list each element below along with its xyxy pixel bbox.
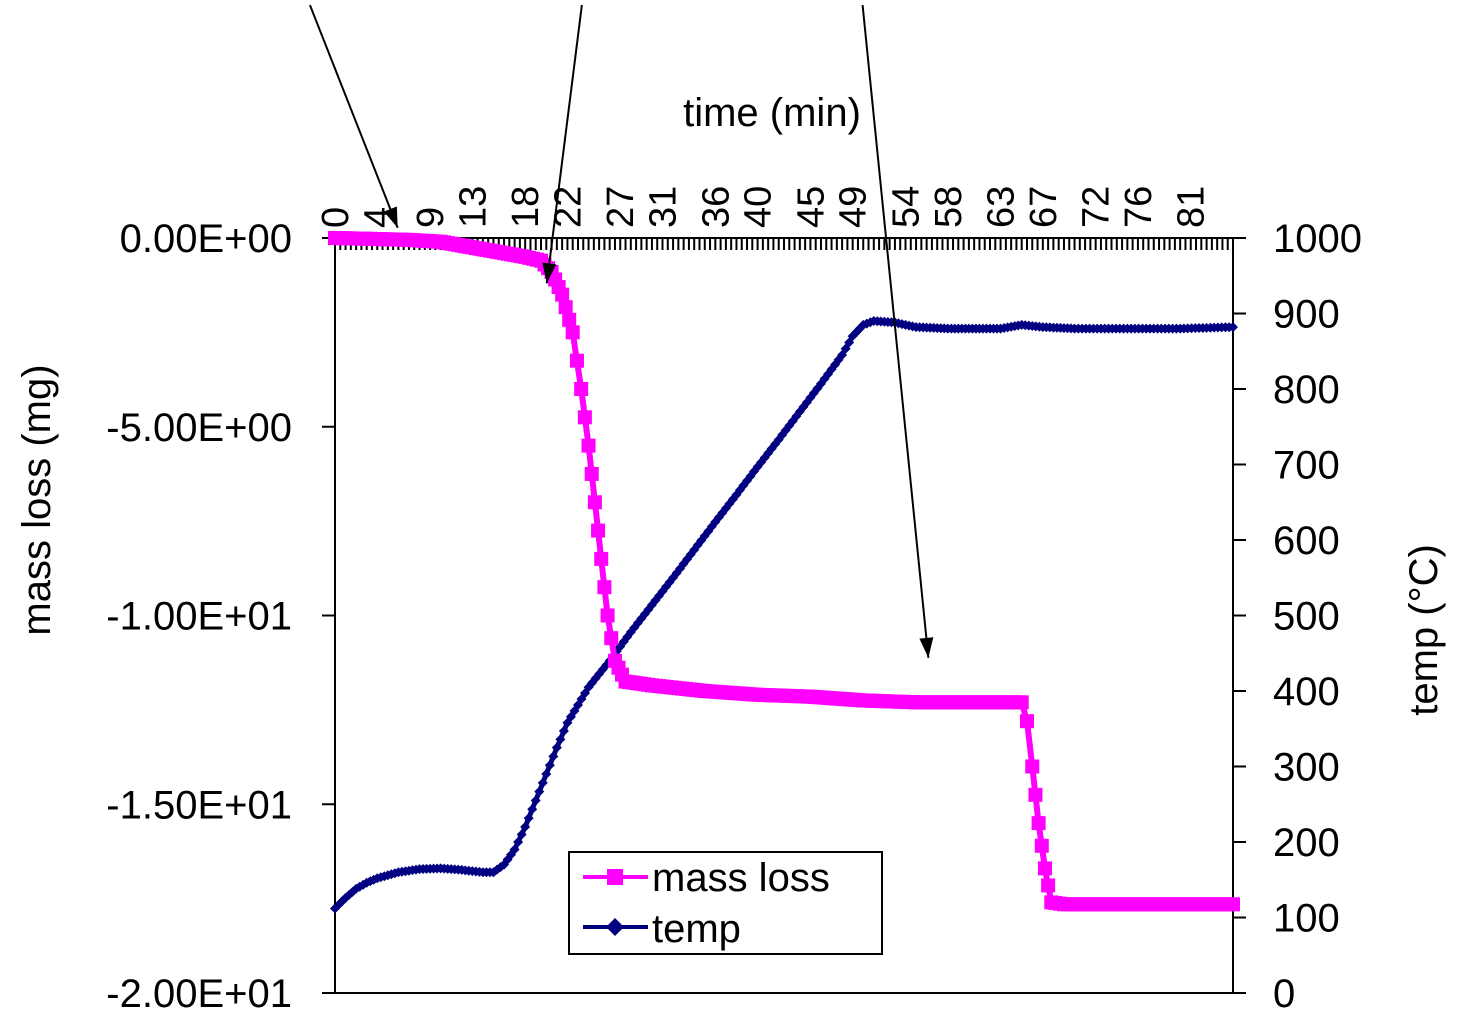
x-tick-label: 18 (505, 186, 547, 228)
mass-loss-point (1226, 897, 1240, 912)
temp-point (516, 829, 527, 840)
left-y-tick-label: -1.50E+01 (106, 783, 292, 827)
mass-loss-point (569, 353, 584, 368)
x-tick-label: 13 (452, 186, 494, 228)
mass-loss-point (597, 580, 612, 595)
x-axis-title: time (min) (683, 91, 861, 135)
legend: mass loss temp (568, 851, 883, 955)
x-tick-label: 67 (1023, 186, 1065, 228)
x-tick-label: 27 (600, 186, 642, 228)
mass-loss-point (581, 438, 596, 453)
x-tick-label: 40 (738, 186, 780, 228)
mass-loss-point (584, 466, 599, 481)
mass-loss-point (594, 551, 609, 566)
temp-point (513, 837, 524, 847)
right-y-tick-label: 0 (1273, 972, 1295, 1012)
right-y-axis-title: temp (°C) (1402, 544, 1446, 716)
mass-loss-point (558, 300, 573, 315)
temp-point (530, 795, 541, 806)
annotation-arrow-line (545, 4, 583, 284)
temp-point (551, 742, 562, 753)
left-y-tick-label: -1.00E+01 (106, 595, 292, 639)
x-tick-label: 72 (1076, 186, 1118, 228)
series-mass-loss (328, 231, 1240, 912)
temp-point (502, 854, 513, 865)
right-y-tick-label: 600 (1273, 519, 1340, 563)
temp-line (333, 318, 1234, 911)
legend-label-mass-loss: mass loss (652, 856, 830, 900)
x-tick-label: 0 (315, 207, 357, 228)
legend-marker-temp (606, 918, 624, 936)
annotation-arrow-head (919, 637, 934, 658)
mass-loss-point (1031, 816, 1046, 831)
mass-loss-point (1025, 759, 1040, 774)
left-y-axis-title: mass loss (mg) (15, 364, 59, 635)
mass-loss-point (565, 325, 580, 340)
right-y-tick-label: 1000 (1273, 217, 1362, 261)
left-y-tick-label: -5.00E+00 (106, 406, 292, 450)
x-tick-label: 63 (981, 186, 1023, 228)
right-y-tick-label: 500 (1273, 595, 1340, 639)
mass-loss-point (587, 495, 602, 510)
temp-point (548, 751, 559, 762)
mass-loss-point (1037, 861, 1052, 876)
temp-point (520, 821, 531, 832)
right-y-tick-label: 700 (1273, 444, 1340, 488)
left-y-tick-label: -2.00E+01 (106, 972, 292, 1012)
left-y-axis-ticks: 0.00E+00 -5.00E+00 -1.00E+01 -1.50E+01 -2.00… (106, 217, 335, 1012)
mass-loss-point (1019, 714, 1034, 729)
x-tick-label: 76 (1118, 186, 1160, 228)
mass-loss-point (600, 608, 615, 623)
x-tick-label: 9 (410, 207, 452, 228)
temp-point (555, 734, 566, 745)
x-tick-label: 54 (885, 186, 927, 228)
temp-point (534, 786, 545, 797)
right-y-tick-label: 100 (1273, 897, 1340, 941)
mass-loss-point (604, 631, 619, 646)
x-tick-label: 81 (1171, 186, 1213, 228)
right-y-tick-label: 800 (1273, 368, 1340, 412)
mass-loss-point (1014, 695, 1029, 710)
annotation-arrow-head (383, 206, 398, 228)
temp-point (509, 844, 520, 855)
annotation-arrow-line (861, 4, 930, 658)
mass-loss-point (577, 410, 592, 425)
temp-point (541, 769, 552, 780)
right-y-tick-label: 200 (1273, 821, 1340, 865)
right-y-tick-label: 900 (1273, 293, 1340, 337)
temp-point (1228, 322, 1238, 333)
right-y-tick-label: 400 (1273, 670, 1340, 714)
x-axis-tick-labels: 0 4 9 13 18 22 27 31 36 40 45 49 54 58 63 67 72 76 81 (315, 186, 1213, 228)
temp-point (537, 777, 548, 788)
mass-loss-line (334, 235, 1233, 908)
x-tick-label: 36 (695, 186, 737, 228)
temp-point (544, 760, 555, 771)
temp-point (523, 813, 534, 824)
legend-label-temp: temp (652, 907, 741, 951)
mass-loss-point (1034, 838, 1049, 853)
temp-point (527, 804, 538, 815)
x-tick-label: 49 (833, 186, 875, 228)
annotation-arrow-head (542, 262, 557, 284)
left-y-tick-label: 0.00E+00 (120, 217, 292, 261)
mass-loss-point (574, 382, 589, 396)
temp-point (558, 726, 569, 737)
series-temp (330, 316, 1238, 914)
mass-loss-point (591, 523, 606, 538)
annotation-arrow-line (309, 4, 399, 229)
mass-loss-point (555, 287, 570, 302)
right-y-tick-label: 300 (1273, 746, 1340, 790)
annotation-arrows (309, 4, 934, 658)
mass-loss-point (1041, 878, 1056, 893)
mass-loss-point (1028, 787, 1043, 802)
legend-marker-mass-loss (607, 869, 623, 885)
x-tick-label: 31 (643, 186, 685, 228)
x-tick-label: 58 (928, 186, 970, 228)
x-tick-label: 45 (790, 186, 832, 228)
mass-loss-point (562, 312, 577, 327)
